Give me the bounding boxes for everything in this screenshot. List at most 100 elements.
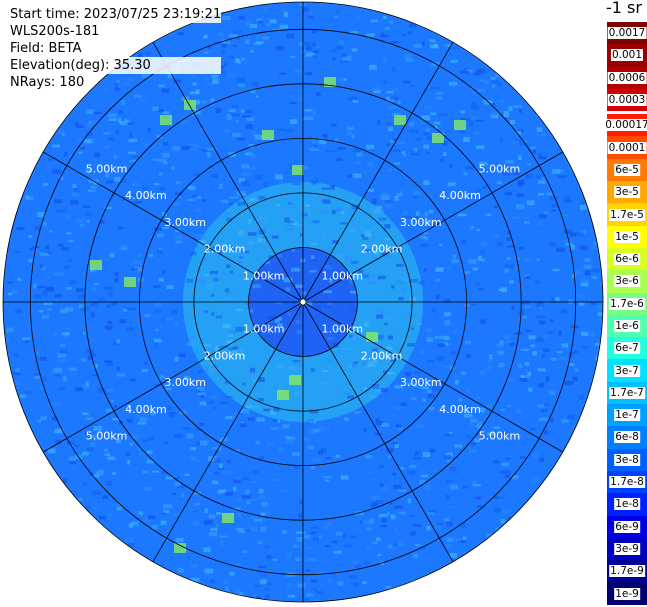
nrays-text: NRays: 180: [10, 75, 85, 90]
colorbar-swatch: 1.7e-7: [607, 381, 647, 405]
colorbar-tick-label: 6e-5: [614, 163, 640, 176]
range-ring-label: 3.00km: [400, 216, 442, 229]
colorbar-tick-label: 3e-8: [614, 453, 640, 466]
azimuth-spoke: [302, 301, 563, 453]
echo-hotspot: [454, 120, 466, 130]
range-ring-label: 2.00km: [204, 243, 246, 256]
echo-hotspot: [124, 277, 136, 287]
echo-hotspot: [432, 133, 444, 143]
colorbar-swatch: 3e-8: [607, 448, 647, 471]
colorbar-swatch: 3e-6: [607, 270, 647, 293]
colorbar-tick-label: 6e-6: [614, 253, 640, 266]
colorbar-tick-label: 1.7e-6: [609, 297, 645, 310]
range-ring-label: 2.00km: [204, 349, 246, 362]
range-ring-label: 2.00km: [361, 243, 403, 256]
instrument-text: WLS200s-181: [10, 24, 100, 39]
colorbar: 0.0017 0.001 0.0006 0.0003 0.00017 0.0001 6e-5…: [604, 22, 647, 605]
colorbar-tick-label: 1.7e-7: [609, 386, 645, 399]
colorbar-tick-label: 3e-5: [614, 186, 640, 199]
azimuth-spoke: [302, 301, 454, 562]
colorbar-swatch: 1.7e-8: [607, 470, 647, 494]
colorbar-swatch: 6e-7: [607, 337, 647, 360]
field-text: Field: BETA: [10, 41, 82, 56]
colorbar-tick-label: 1e-6: [614, 320, 640, 332]
colorbar-swatch: 1e-7: [607, 404, 647, 427]
colorbar-unit-label: -1 sr: [606, 0, 642, 17]
range-ring-label: 4.00km: [439, 403, 481, 416]
azimuth-spoke: [42, 151, 304, 303]
colorbar-tick-label: 1e-7: [614, 409, 640, 422]
elevation-text: Elevation(deg): 35.30: [10, 57, 222, 74]
colorbar-swatch: 1e-6: [607, 314, 647, 338]
colorbar-tick-label: 3e-7: [614, 364, 640, 377]
range-ring-label: 5.00km: [479, 163, 521, 176]
colorbar-swatch: 6e-9: [607, 515, 647, 538]
echo-hotspot: [90, 260, 102, 270]
echo-hotspot: [262, 130, 274, 140]
echo-hotspot: [289, 375, 301, 385]
range-ring-label: 1.00km: [322, 323, 364, 336]
colorbar-tick-label: 1e-8: [614, 498, 640, 511]
azimuth-spoke: [152, 301, 304, 562]
colorbar-swatch: 0.0017: [607, 22, 647, 45]
colorbar-swatch: 0.001: [607, 44, 647, 67]
colorbar-tick-label: 0.0006: [607, 71, 647, 84]
range-ring-label: 3.00km: [164, 376, 206, 389]
range-ring-label: 1.00km: [243, 269, 285, 282]
colorbar-tick-label: 0.0003: [607, 94, 647, 107]
echo-hotspot: [184, 100, 196, 110]
range-ring-label: 3.00km: [164, 216, 206, 229]
colorbar-swatch: 6e-8: [607, 426, 647, 449]
colorbar-tick-label: 6e-8: [614, 431, 640, 444]
azimuth-spoke: [42, 301, 304, 453]
colorbar-tick-label: 1e-5: [614, 230, 640, 243]
scan-info-panel: Start time: 2023/07/25 23:19:21 WLS200s-…: [10, 6, 222, 91]
colorbar-tick-label: 1e-9: [614, 587, 640, 600]
range-ring-label: 1.00km: [322, 269, 364, 282]
colorbar-swatch: 1.7e-6: [607, 292, 647, 315]
colorbar-tick-label: 3e-9: [614, 542, 640, 555]
range-ring-label: 4.00km: [125, 189, 167, 202]
colorbar-swatch: 1.7e-5: [607, 203, 647, 226]
start-time-text: Start time: 2023/07/25 23:19:21: [10, 6, 222, 23]
colorbar-swatch: 1e-9: [607, 582, 647, 605]
azimuth-spoke: [152, 41, 304, 303]
echo-hotspot: [324, 77, 336, 87]
range-ring-label: 3.00km: [400, 376, 442, 389]
colorbar-tick-label: 0.00017: [604, 119, 647, 132]
colorbar-tick-label: 0.0017: [607, 27, 647, 40]
colorbar-swatch: 3e-9: [607, 537, 647, 561]
azimuth-spoke: [302, 151, 563, 303]
colorbar-tick-label: 0.0001: [607, 141, 647, 154]
range-ring-label: 4.00km: [125, 403, 167, 416]
echo-texture: [6, 3, 603, 602]
colorbar-tick-label: 1.7e-8: [609, 476, 645, 489]
range-ring-label: 5.00km: [479, 430, 521, 443]
colorbar-tick-label: 0.001: [610, 49, 644, 62]
azimuth-spoke: [302, 41, 454, 303]
echo-hotspot: [174, 543, 186, 553]
colorbar-tick-label: 3e-6: [614, 275, 640, 288]
colorbar-tick-label: 1.7e-9: [609, 565, 645, 578]
colorbar-swatch: 3e-7: [607, 359, 647, 382]
colorbar-swatch: 3e-5: [607, 181, 647, 204]
echo-hotspot: [292, 165, 304, 175]
colorbar-swatch: 6e-5: [607, 158, 647, 182]
colorbar-swatch: 0.00017: [604, 114, 647, 137]
colorbar-swatch: 0.0006: [607, 66, 647, 89]
colorbar-swatch: 0.0001: [607, 136, 647, 159]
echo-hotspot: [222, 513, 234, 523]
colorbar-swatch: 1e-5: [607, 225, 647, 248]
colorbar-swatch: 1e-8: [607, 493, 647, 516]
range-ring-label: 1.00km: [243, 323, 285, 336]
echo-hotspot: [366, 332, 378, 342]
echo-hotspot: [277, 390, 289, 400]
colorbar-tick-label: 6e-9: [614, 520, 640, 533]
radar-location-marker: [299, 298, 307, 306]
range-ring-label: 5.00km: [86, 430, 128, 443]
colorbar-tick-label: 1.7e-5: [609, 208, 645, 221]
colorbar-swatch: 1.7e-9: [607, 560, 647, 583]
range-ring-label: 2.00km: [361, 349, 403, 362]
range-ring-label: 4.00km: [439, 189, 481, 202]
